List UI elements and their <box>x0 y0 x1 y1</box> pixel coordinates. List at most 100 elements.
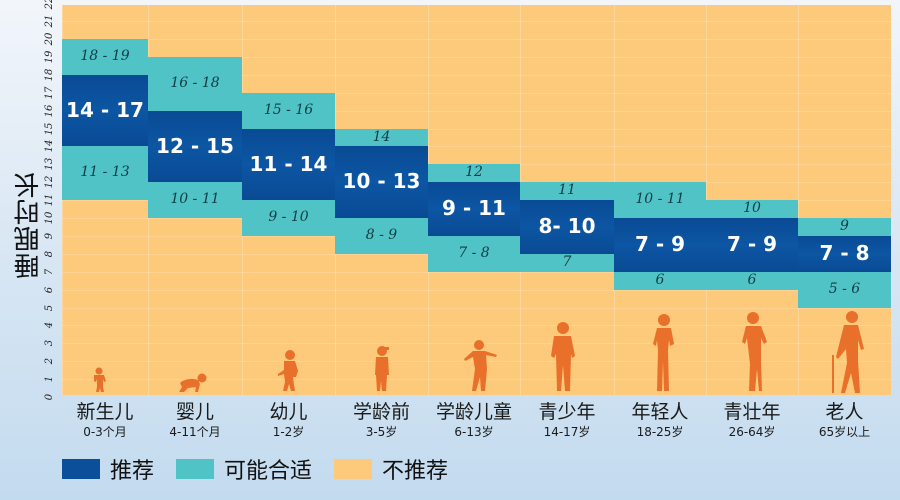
label-upper-range: 10 <box>743 200 761 217</box>
label-upper-range: 12 <box>465 164 483 181</box>
y-axis-title: 睡眠时长 <box>14 171 44 279</box>
infant-standing-icon <box>90 367 108 393</box>
x-category: 婴儿 4-11个月 <box>148 400 242 440</box>
band-recommended <box>614 218 706 272</box>
x-category: 青少年 14-17岁 <box>520 400 614 440</box>
legend: 推荐 可能合适 不推荐 <box>62 453 470 485</box>
gridline <box>62 56 891 58</box>
label-upper-range: 16 - 18 <box>170 74 220 91</box>
legend-label-not-recommended: 不推荐 <box>382 459 449 484</box>
label-lower-range: 11 - 13 <box>80 164 130 181</box>
y-tick: 15 <box>44 122 55 135</box>
label-lower-range: 8 - 9 <box>365 227 398 243</box>
label-lower-range: 9 - 10 <box>268 209 309 226</box>
chart-plot-area: 18 - 19 14 - 17 11 - 13 16 - 18 12 - 15 10 - … <box>62 5 891 395</box>
label-upper-range: 11 <box>558 182 576 199</box>
y-tick: 2 <box>44 358 55 365</box>
band-recommended <box>335 146 428 218</box>
band-recommended <box>520 200 614 254</box>
gridline <box>62 21 891 23</box>
legend-item-recommended: 推荐 <box>62 453 154 485</box>
category-age-range: 18-25岁 <box>636 425 684 439</box>
column-divider <box>798 5 799 395</box>
label-recommended-range: 7 - 9 <box>634 232 686 256</box>
category-name: 青少年 <box>538 401 596 423</box>
y-tick: 12 <box>44 175 55 189</box>
y-tick: 7 <box>44 268 55 275</box>
band-recommended <box>428 182 520 236</box>
gridline <box>62 110 891 112</box>
label-lower-range: 6 <box>747 271 757 288</box>
y-axis-ticks: 0 1 2 3 4 5 6 7 8 9 10 11 12 13 14 15 16 17 18 19 20 21 22 <box>40 0 60 400</box>
band-recommended <box>798 235 891 272</box>
y-tick: 16 <box>44 104 55 117</box>
teen-standing-icon <box>550 321 576 393</box>
y-tick: 6 <box>44 286 55 293</box>
y-tick: 11 <box>44 193 55 207</box>
category-name: 婴儿 <box>175 401 214 423</box>
x-category: 学龄儿童 6-13岁 <box>428 400 520 440</box>
category-age-range: 26-64岁 <box>728 425 776 439</box>
preschooler-cap-icon <box>373 345 391 393</box>
category-age-range: 0-3个月 <box>83 425 127 439</box>
category-age-range: 6-13岁 <box>454 425 494 439</box>
label-recommended-range: 11 - 14 <box>249 151 328 176</box>
gridline <box>62 39 891 40</box>
legend-swatch-recommended <box>62 459 100 479</box>
category-name: 学龄前 <box>352 401 410 423</box>
x-category: 幼儿 1-2岁 <box>242 400 335 440</box>
gridline <box>62 146 891 148</box>
y-tick: 9 <box>44 232 55 240</box>
legend-label-may-be-appropriate: 可能合适 <box>224 459 313 484</box>
y-tick: 1 <box>44 375 55 383</box>
y-tick: 13 <box>44 157 55 171</box>
label-upper-range: 14 <box>372 128 391 145</box>
y-tick: 21 <box>44 14 55 28</box>
gridline <box>62 74 891 76</box>
category-age-range: 3-5岁 <box>365 425 398 439</box>
elder-with-cane-icon <box>828 309 868 393</box>
toddler-walking-icon <box>276 349 302 393</box>
x-category: 学龄前 3-5岁 <box>335 400 428 440</box>
gridline <box>62 271 891 273</box>
category-name: 年轻人 <box>631 401 689 423</box>
band-recommended <box>706 218 798 272</box>
gridline <box>62 92 891 94</box>
child-arms-out-icon <box>464 339 498 393</box>
young-adult-icon <box>652 313 676 393</box>
baby-crawling-icon <box>176 373 210 393</box>
label-recommended-range: 10 - 13 <box>342 169 421 194</box>
x-category: 老人 65岁以上 <box>798 400 891 440</box>
y-tick: 22 <box>44 0 55 10</box>
category-age-range: 65岁以上 <box>818 425 871 439</box>
label-upper-range: 10 - 11 <box>635 191 685 208</box>
y-tick: 4 <box>44 322 55 329</box>
category-name: 青壮年 <box>723 401 781 423</box>
legend-label-recommended: 推荐 <box>110 459 155 484</box>
x-category: 新生儿 0-3个月 <box>62 400 148 440</box>
y-tick: 0 <box>44 393 55 401</box>
category-age-range: 4-11个月 <box>169 425 221 439</box>
y-tick: 5 <box>44 304 55 311</box>
column-divider <box>706 5 707 395</box>
label-lower-range: 7 <box>562 253 572 270</box>
category-name: 学龄儿童 <box>435 401 512 423</box>
label-recommended-range: 12 - 15 <box>156 133 234 158</box>
band-recommended <box>242 128 335 201</box>
category-name: 老人 <box>825 401 864 423</box>
category-age-range: 14-17岁 <box>543 425 591 439</box>
band-recommended <box>62 74 148 147</box>
x-category: 年轻人 18-25岁 <box>614 400 706 440</box>
band-recommended <box>148 110 242 183</box>
label-upper-range: 9 <box>840 218 849 234</box>
label-recommended-range: 7 - 9 <box>726 232 778 256</box>
y-tick: 3 <box>44 340 55 347</box>
label-lower-range: 7 - 8 <box>458 244 490 261</box>
category-age-range: 1-2岁 <box>272 425 305 439</box>
legend-item-may-be-appropriate: 可能合适 <box>176 453 312 485</box>
label-upper-range: 15 - 16 <box>263 101 314 118</box>
y-tick: 18 <box>44 68 55 82</box>
y-tick: 20 <box>44 32 55 46</box>
x-category: 青壮年 26-64岁 <box>706 400 798 440</box>
y-tick: 8 <box>44 250 55 257</box>
